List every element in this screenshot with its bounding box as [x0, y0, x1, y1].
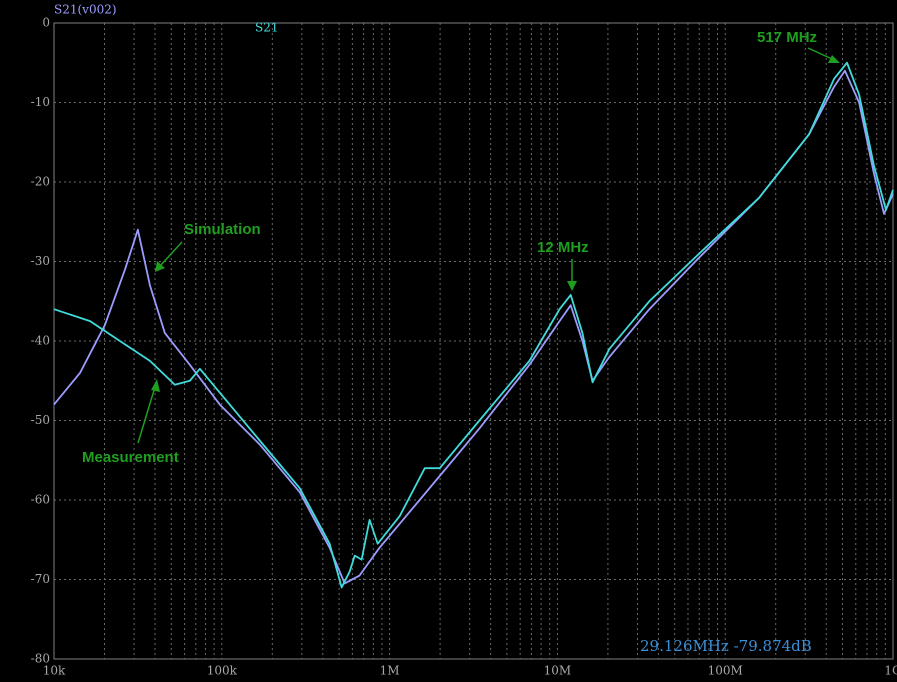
- annotation-arrow: [137, 386, 156, 444]
- y-tick-label: -60: [31, 493, 50, 507]
- annotation-arrowhead: [828, 55, 840, 63]
- y-tick-label: -50: [31, 413, 50, 427]
- x-tick-label: 100k: [207, 664, 238, 678]
- cursor-readout: 29.126MHz -79.874dB: [640, 637, 812, 655]
- annotation-arrowhead: [155, 261, 165, 272]
- x-tick-label: 1G: [884, 664, 897, 678]
- annotation: 12 MHz: [537, 239, 589, 256]
- y-tick-label: -70: [31, 572, 50, 586]
- annotation: Simulation: [184, 221, 261, 238]
- x-tick-label: 1M: [380, 664, 400, 678]
- plot-frame: [53, 22, 894, 660]
- y-tick-label: -10: [31, 95, 50, 109]
- annotation-arrow: [159, 241, 183, 267]
- y-tick-label: 0: [42, 16, 50, 30]
- annotation: Measurement: [82, 449, 179, 466]
- series-line: [53, 69, 894, 585]
- legend-entry: S21(v002): [54, 3, 117, 17]
- annotation-arrowhead: [151, 379, 160, 392]
- x-tick-label: 100M: [708, 664, 743, 678]
- y-tick-label: -80: [31, 652, 50, 666]
- legend-entry: S21: [255, 21, 279, 35]
- series-layer: [53, 61, 894, 589]
- y-tick-label: -40: [31, 334, 50, 348]
- x-tick-label: 10k: [43, 664, 66, 678]
- y-tick-label: -30: [31, 254, 50, 268]
- annotation-arrow: [807, 47, 833, 60]
- x-tick-label: 10M: [544, 664, 572, 678]
- annotation: 517 MHz: [757, 29, 817, 46]
- y-tick-label: -20: [31, 175, 50, 189]
- annotation-arrowhead: [567, 281, 577, 291]
- series-line: [53, 61, 894, 589]
